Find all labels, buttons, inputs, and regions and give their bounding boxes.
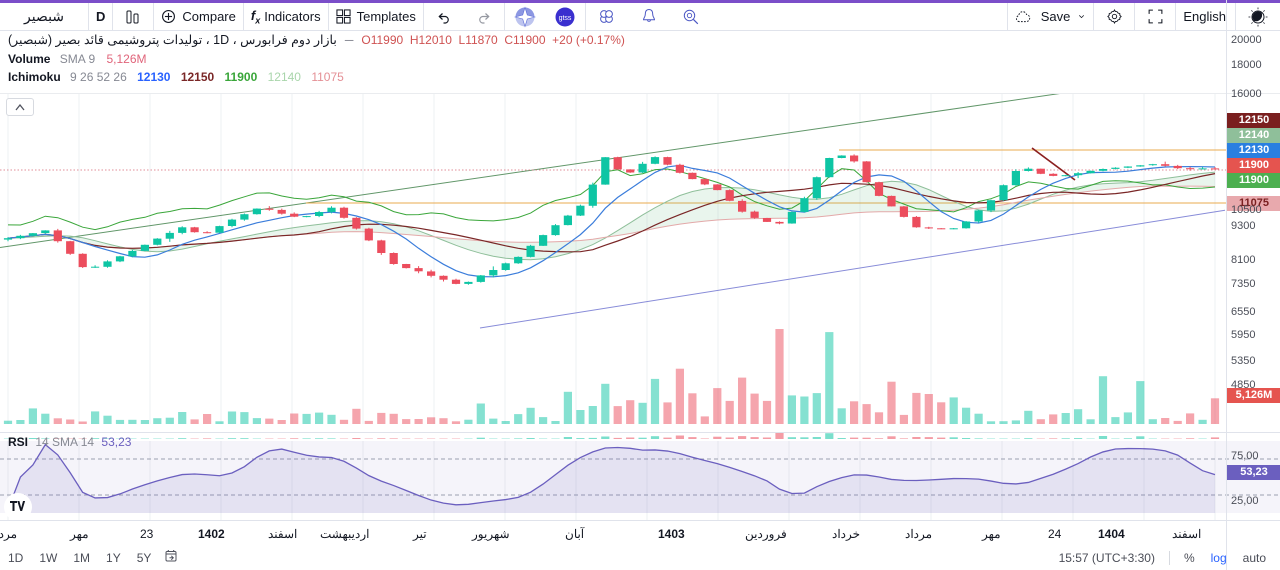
svg-text:gtss: gtss — [558, 15, 571, 22]
